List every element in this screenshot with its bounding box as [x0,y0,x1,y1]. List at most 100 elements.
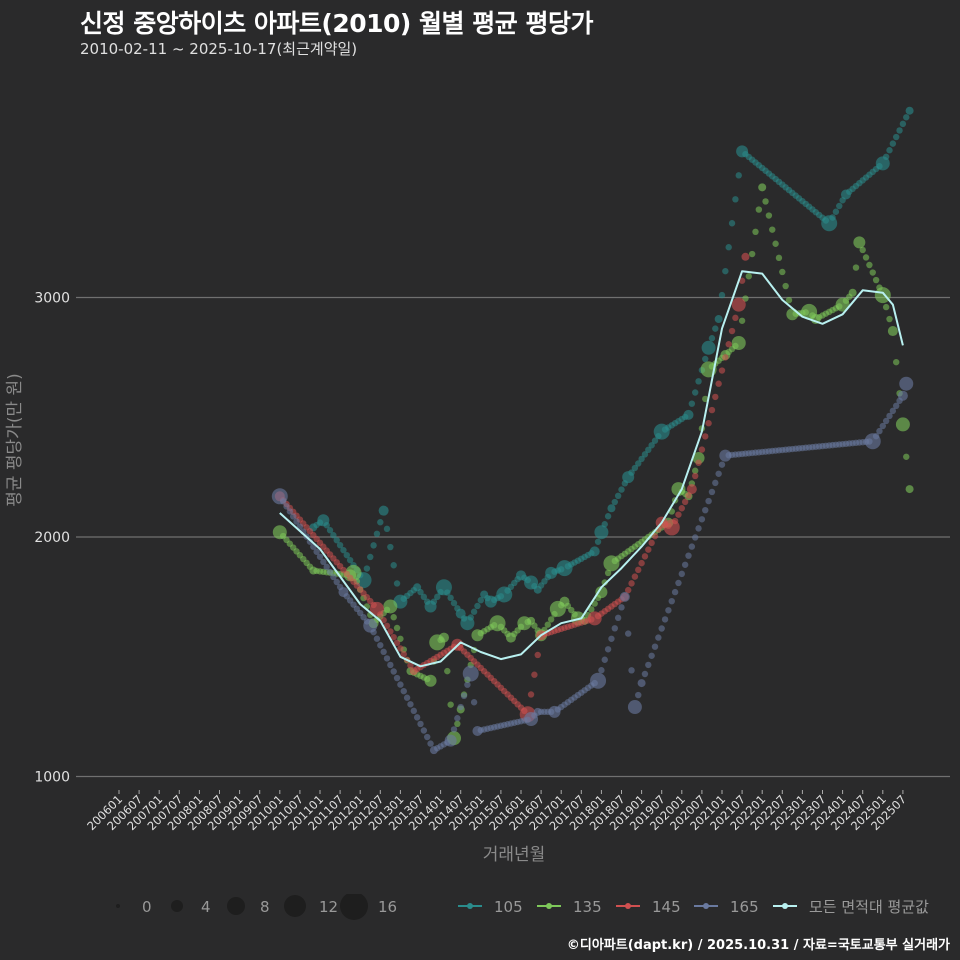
y-tick-label: 3000 [34,291,70,307]
data-point [848,288,857,297]
data-point [594,525,609,540]
data-point [786,308,799,321]
data-point [758,183,767,192]
data-point [714,315,723,324]
data-point [595,586,608,599]
data-point [619,591,630,602]
size-legend-label: 8 [260,898,270,916]
data-point [853,236,866,249]
size-legend-circle [171,900,183,912]
data-point [895,417,910,432]
data-point [484,595,497,608]
data-point [438,632,449,643]
y-axis-label: 평균 평당가(만 원) [5,373,25,507]
data-point [840,189,851,200]
data-point [524,712,539,727]
data-point [590,672,607,689]
y-axis: 1000 2000 3000 [34,291,70,786]
data-point [472,725,483,736]
data-point [736,145,749,158]
chart-subtitle: 2010-02-11 ~ 2025-10-17(최근계약일) [80,40,358,58]
data-point [719,449,732,462]
data-point [821,215,838,232]
size-legend-label: 4 [201,898,211,916]
data-point [622,471,635,484]
data-point [369,601,384,616]
data-point [444,734,457,747]
size-legend-circle [116,904,120,908]
data-point [309,566,318,575]
data-point [835,297,850,312]
data-point [545,566,558,579]
data-point [272,525,287,540]
data-point [317,514,330,527]
data-point [424,674,437,687]
data-point [383,599,398,614]
series-legend-dot-icon [782,903,788,909]
data-point [271,488,288,505]
data-point [864,433,881,450]
data-point [897,390,908,401]
data-point [533,585,542,594]
grid-lines [76,296,950,778]
series-legend-label: 모든 면적대 평균값 [809,898,929,916]
series-모든 면적대 평균값 [279,270,904,668]
data-point [627,700,642,715]
x-axis-label: 거래년월 [483,845,546,865]
series-135 [272,183,914,746]
size-legend-label: 12 [319,898,338,916]
chart-title: 신정 중앙하이츠 아파트(2010) 월별 평균 평당가 [80,9,593,38]
size-legend-circle [340,894,368,920]
average-line [279,270,904,668]
y-tick-label: 1000 [34,770,70,786]
data-point [533,707,542,716]
data-point [556,560,573,577]
data-point [471,629,484,642]
data-point [874,287,891,304]
data-point [731,297,746,312]
series-layer [271,106,914,755]
data-point [409,667,418,676]
data-point [671,482,686,497]
data-point [683,409,694,420]
data-point [589,546,600,557]
data-point [435,579,452,596]
data-point [338,587,349,598]
series-legend-label: 145 [652,898,681,916]
data-point [480,590,489,599]
data-point [496,586,513,603]
data-point [524,575,539,590]
x-axis: 2006012006072007012007072008012008072009… [84,790,909,833]
data-point [559,596,570,607]
data-point [899,376,914,391]
y-tick-label: 2000 [34,530,70,546]
data-point [653,423,670,440]
data-point [429,746,438,755]
data-point [905,485,914,494]
series-legend-label: 165 [730,898,759,916]
data-point [462,665,479,682]
source-credit: ©디아파트(dapt.kr) / 2025.10.31 / 자료=국토교통부 실… [566,938,950,953]
series-legend-dot-icon [546,903,552,909]
series-legend-label: 105 [494,898,523,916]
series-legend-label: 135 [573,898,602,916]
data-point [548,705,561,718]
size-legend-circle [284,895,306,917]
series-105 [309,106,914,631]
data-point [413,583,422,592]
series-165 [271,376,914,755]
data-point [905,106,914,115]
data-point [692,451,705,464]
series-legend-dot-icon [703,903,709,909]
series-legend-dot-icon [625,903,631,909]
data-point [663,519,680,536]
data-point [887,326,898,337]
data-point [378,505,389,516]
data-point [686,484,697,495]
size-legend-label: 16 [378,898,397,916]
data-point [516,570,526,581]
data-point [505,632,516,643]
data-point [731,336,746,351]
data-point [489,615,506,632]
